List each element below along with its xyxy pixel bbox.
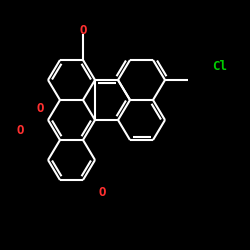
Text: O: O (36, 102, 44, 114)
Text: O: O (16, 124, 24, 136)
Text: O: O (98, 186, 106, 200)
Text: O: O (79, 24, 87, 36)
Text: Cl: Cl (212, 60, 228, 74)
